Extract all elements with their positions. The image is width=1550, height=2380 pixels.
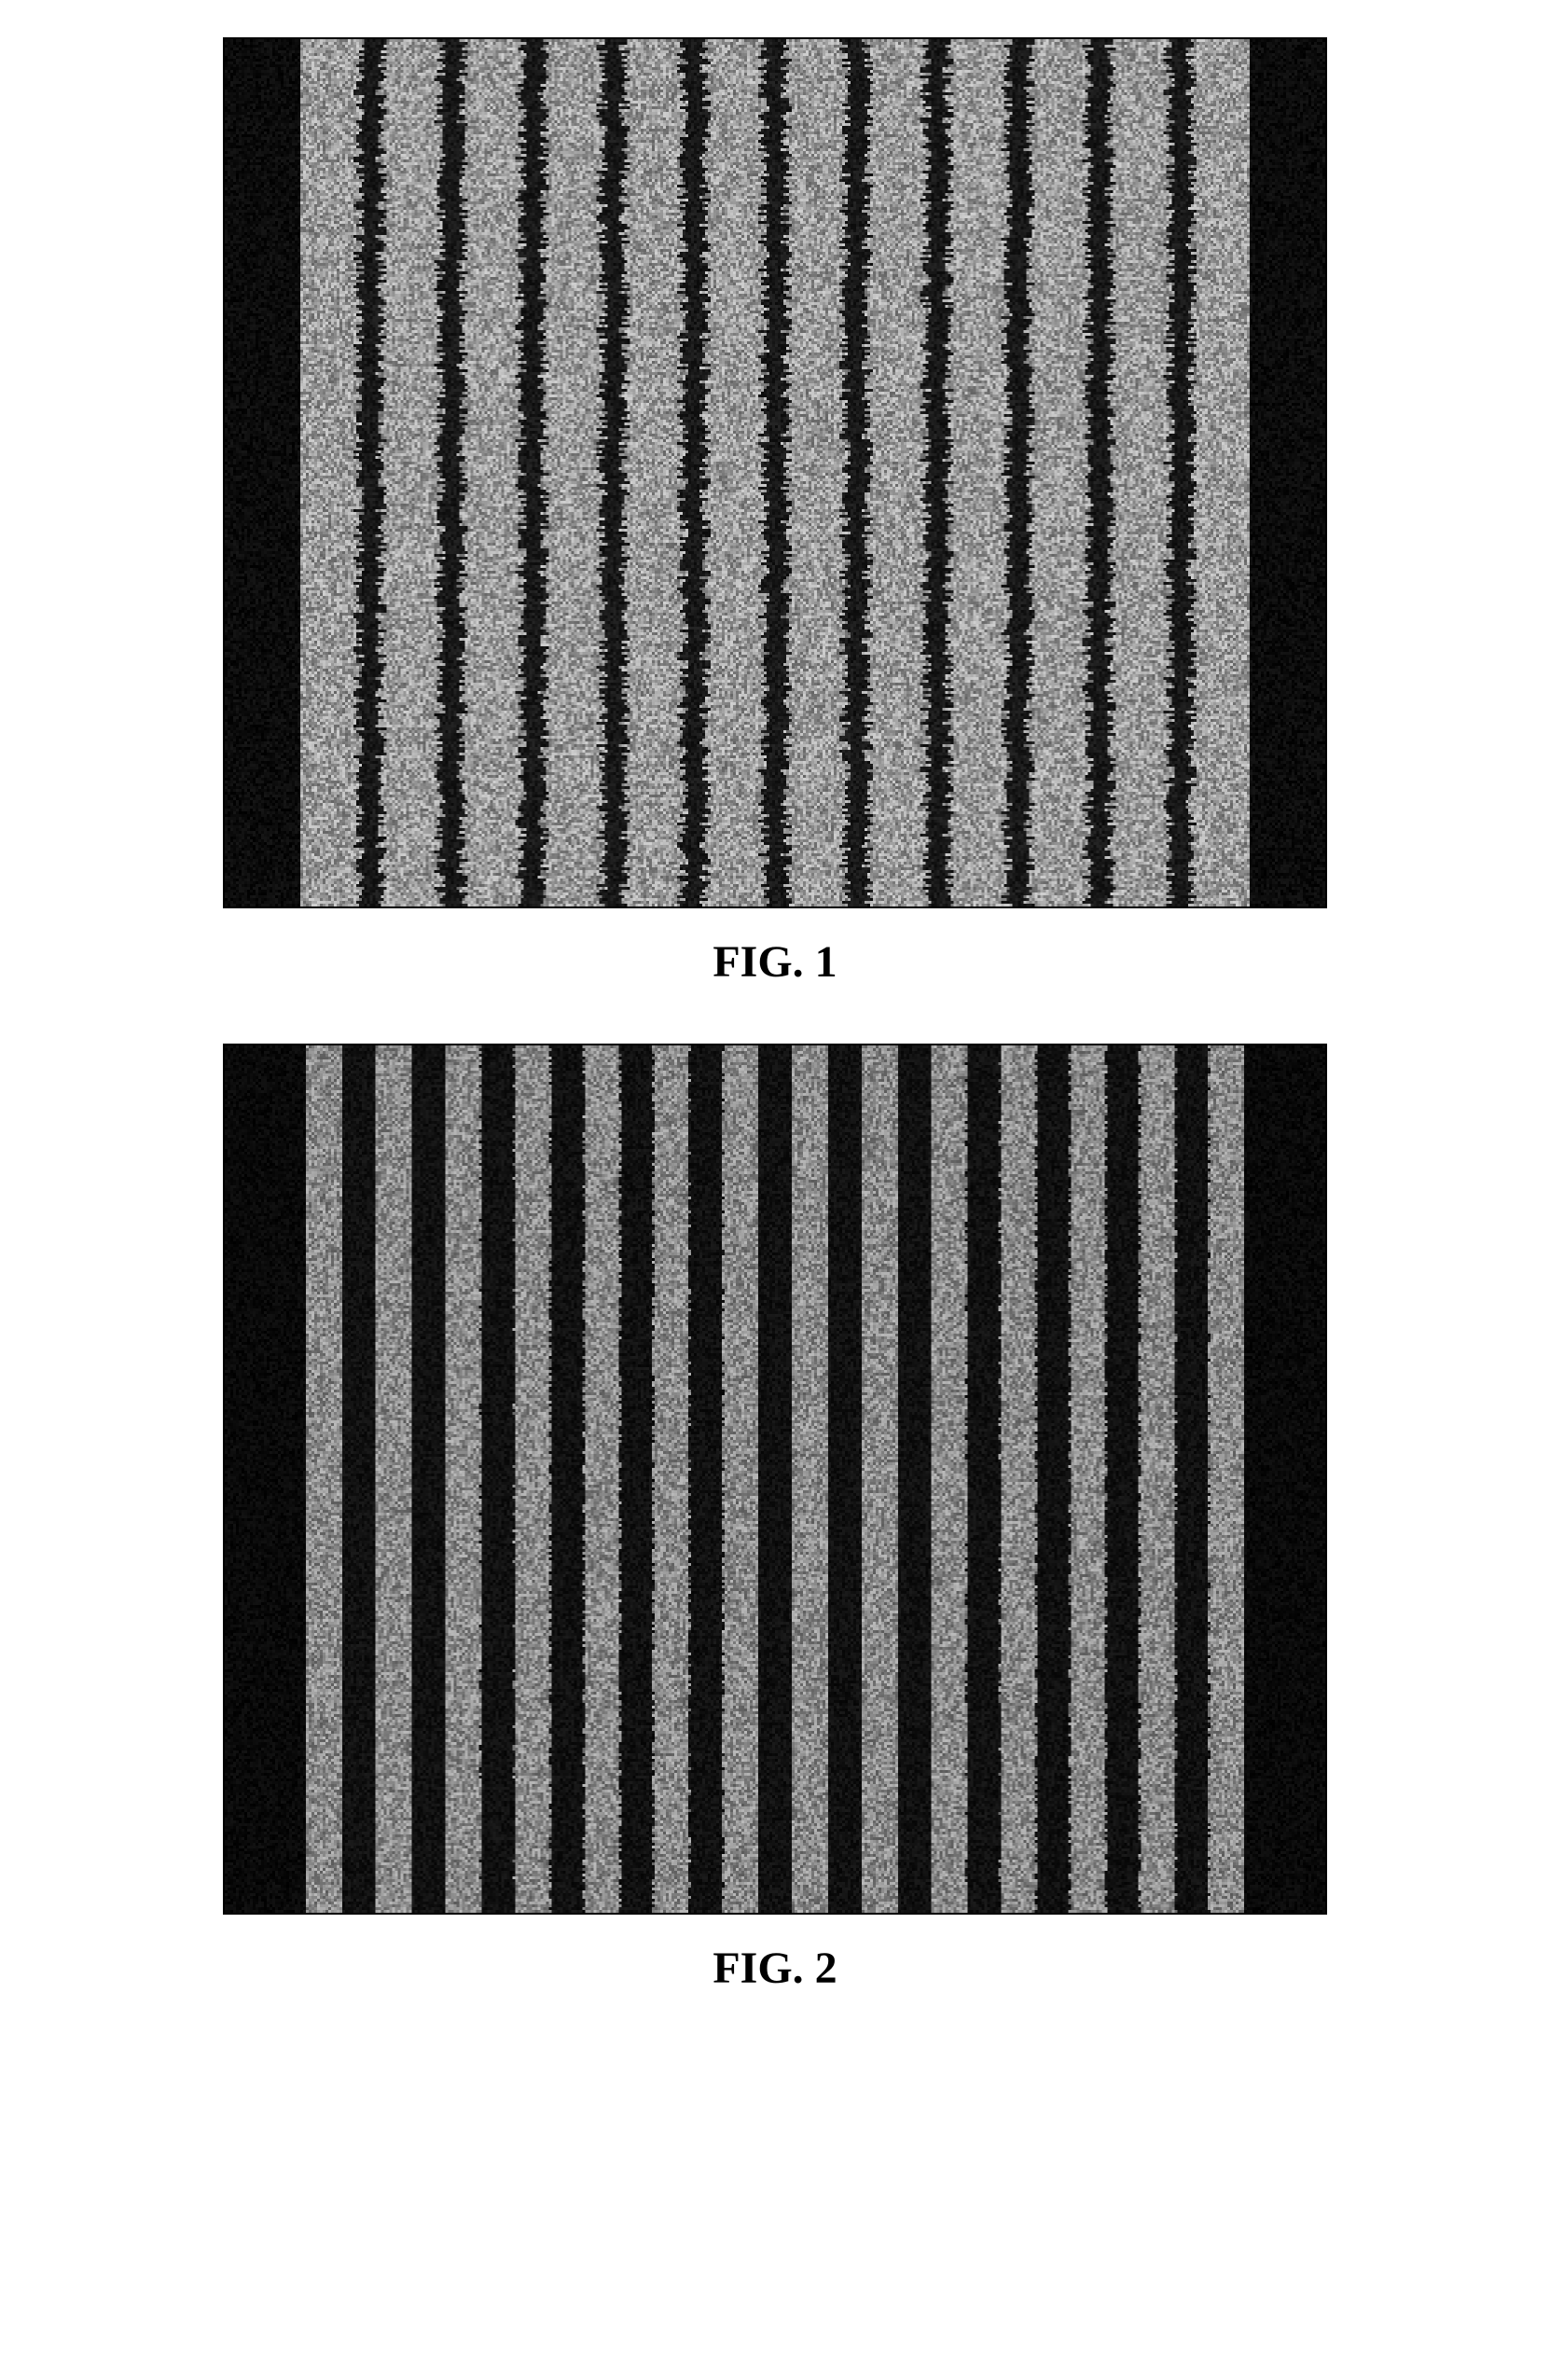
figure-2-block: FIG. 2 <box>223 1044 1327 1994</box>
figure-1-block: FIG. 1 <box>223 37 1327 988</box>
figure-1-image <box>223 37 1327 908</box>
figure-2-image <box>223 1044 1327 1915</box>
figure-1-caption: FIG. 1 <box>713 936 837 988</box>
figure-2-caption: FIG. 2 <box>713 1943 837 1994</box>
